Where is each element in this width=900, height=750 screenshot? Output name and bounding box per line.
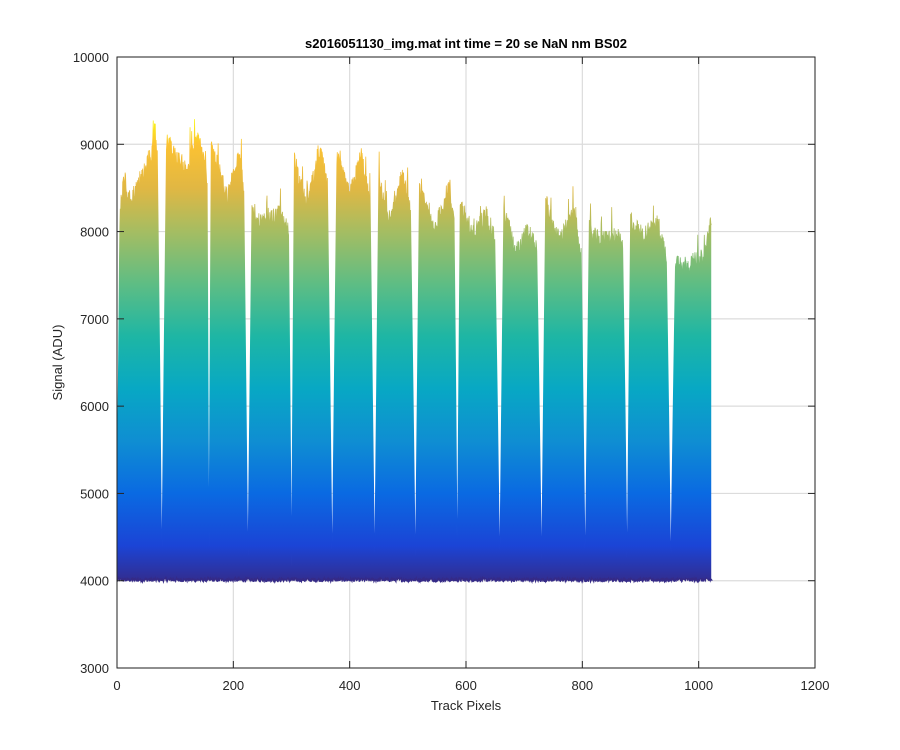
data-layer bbox=[117, 119, 713, 585]
y-tick-label: 8000 bbox=[80, 225, 109, 240]
y-axis-label: Signal (ADU) bbox=[50, 325, 65, 401]
y-tick-label: 5000 bbox=[80, 486, 109, 501]
y-tick-label: 9000 bbox=[80, 137, 109, 152]
x-tick-label: 0 bbox=[113, 678, 120, 693]
y-tick-label: 7000 bbox=[80, 312, 109, 327]
x-axis-label: Track Pixels bbox=[431, 698, 502, 713]
x-tick-label: 1200 bbox=[801, 678, 830, 693]
baseline-noise bbox=[117, 575, 713, 585]
y-tick-label: 10000 bbox=[73, 50, 109, 65]
x-tick-label: 800 bbox=[571, 678, 593, 693]
x-tick-label: 200 bbox=[222, 678, 244, 693]
y-tick-label: 3000 bbox=[80, 661, 109, 676]
y-tick-label: 6000 bbox=[80, 399, 109, 414]
y-tick-label: 4000 bbox=[80, 574, 109, 589]
signal-outline bbox=[117, 119, 712, 571]
axes-frame bbox=[116, 56, 816, 669]
x-tick-label: 600 bbox=[455, 678, 477, 693]
x-tick-labels: 0 200 400 600 800 1000 1200 bbox=[113, 678, 829, 693]
x-tick-label: 1000 bbox=[684, 678, 713, 693]
chart-title: s2016051130_img.mat int time = 20 se NaN… bbox=[305, 36, 627, 51]
y-tick-labels: 3000 4000 5000 6000 7000 8000 9000 10000 bbox=[73, 50, 109, 676]
x-tick-label: 400 bbox=[339, 678, 361, 693]
